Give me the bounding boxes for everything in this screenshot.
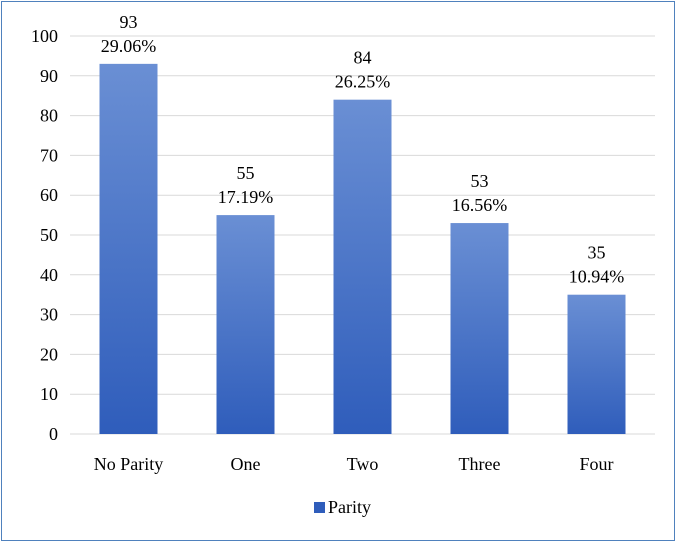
bar: [333, 99, 392, 435]
y-tick-label: 90: [40, 66, 58, 86]
x-tick-label: Four: [579, 454, 613, 474]
bar: [99, 63, 158, 435]
data-label-value: 35: [588, 243, 606, 263]
bar: [450, 223, 509, 434]
data-label-value: 55: [237, 163, 255, 183]
data-label-value: 93: [120, 12, 138, 32]
legend-swatch: [314, 502, 325, 513]
y-tick-label: 80: [40, 106, 58, 126]
x-tick-label: Two: [347, 454, 379, 474]
x-axis-ticks: No Parity One Two Three Four: [94, 454, 614, 474]
x-tick-label: One: [231, 454, 261, 474]
legend: Parity: [314, 497, 371, 517]
y-tick-label: 10: [40, 384, 58, 404]
y-tick-label: 0: [49, 424, 58, 444]
data-label-value: 53: [471, 171, 489, 191]
y-tick-label: 60: [40, 185, 58, 205]
y-axis-ticks: 0 10 20 30 40 50 60 70 80 90 100: [31, 26, 58, 444]
bar: [567, 294, 626, 434]
data-labels: 93 29.06% 55 17.19% 84 26.25% 53 16.56% 35 10.94%: [101, 12, 625, 287]
data-label-percent: 17.19%: [218, 187, 274, 207]
y-tick-label: 20: [40, 344, 58, 364]
data-label-percent: 10.94%: [569, 267, 625, 287]
data-label-value: 84: [354, 48, 372, 68]
y-tick-label: 100: [31, 26, 58, 46]
x-tick-label: No Parity: [94, 454, 164, 474]
bar: [216, 215, 275, 434]
bars: [99, 63, 626, 435]
y-tick-label: 40: [40, 265, 58, 285]
data-label-percent: 26.25%: [335, 72, 391, 92]
y-tick-label: 30: [40, 305, 58, 325]
legend-label: Parity: [328, 497, 371, 517]
data-label-percent: 16.56%: [452, 195, 508, 215]
y-tick-label: 70: [40, 145, 58, 165]
x-tick-label: Three: [459, 454, 501, 474]
y-tick-label: 50: [40, 225, 58, 245]
data-label-percent: 29.06%: [101, 36, 157, 56]
